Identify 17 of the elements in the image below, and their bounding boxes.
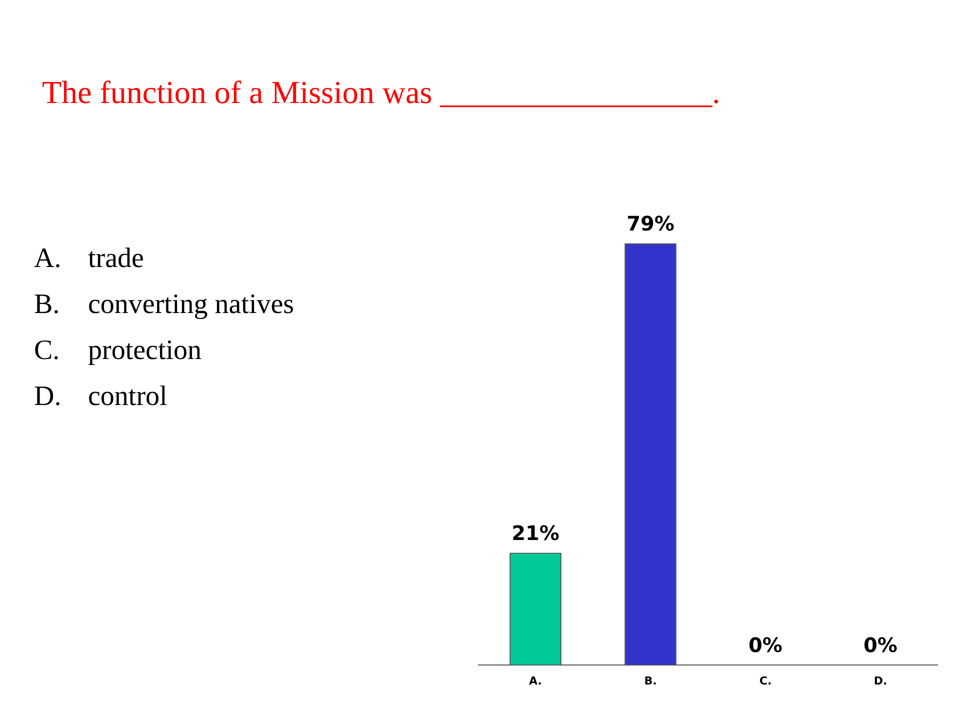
data-label: 0% [748, 633, 782, 658]
category-label: C. [34, 335, 60, 366]
text: trade [88, 242, 144, 276]
chart-title: The function of a Mission was _________________. [42, 74, 720, 111]
data-label: 79% [626, 212, 674, 236]
text: control [88, 380, 168, 414]
category-label: A. [34, 243, 62, 274]
x-tick-label: B. [644, 674, 657, 688]
category-label: D. [34, 381, 62, 412]
data-label: 0% [864, 633, 898, 658]
x-tick-label: D. [874, 674, 888, 688]
x-tick-label: C. [759, 674, 772, 688]
text: converting natives [88, 288, 294, 322]
x-tick-label: A. [529, 674, 542, 688]
category-label: B. [34, 289, 60, 320]
data-label: 21% [512, 520, 560, 545]
text: protection [88, 334, 202, 368]
